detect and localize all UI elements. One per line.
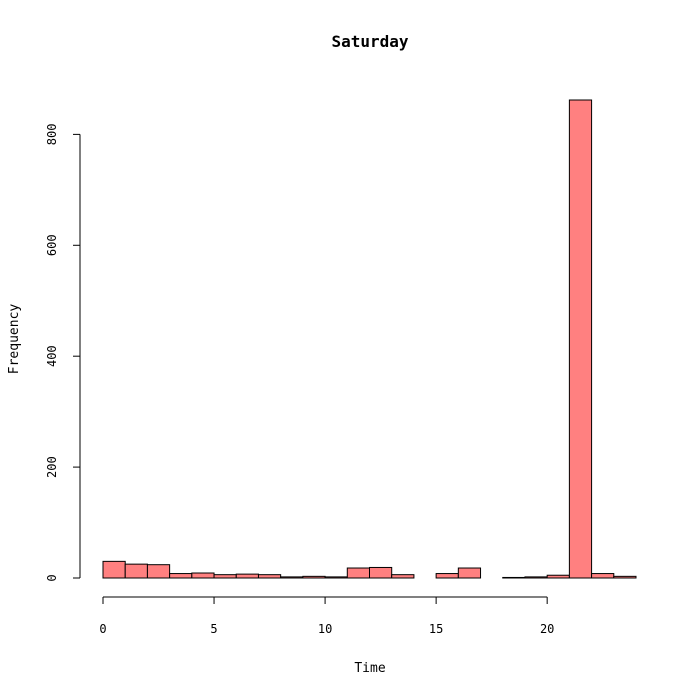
y-tick-label: 400 — [45, 345, 59, 367]
histogram-bar — [546, 574, 570, 579]
histogram-bar — [591, 573, 615, 579]
histogram-bar — [369, 566, 393, 579]
histogram-bar — [435, 573, 459, 579]
y-tick-label: 200 — [45, 456, 59, 478]
y-axis: 0 200 400 600 800 — [45, 124, 81, 582]
histogram-bar — [613, 575, 637, 579]
histogram-bar — [235, 573, 259, 579]
y-axis-label: Frequency — [7, 304, 22, 375]
y-tick-label: 800 — [45, 124, 59, 146]
chart-title: Saturday — [331, 32, 408, 51]
histogram-bar — [568, 99, 593, 579]
histogram-bar — [191, 572, 215, 579]
x-tick-label: 0 — [99, 622, 106, 636]
histogram-bar — [324, 576, 348, 579]
x-tick-label: 15 — [429, 622, 443, 636]
histogram-bar — [502, 576, 526, 579]
x-tick-label: 20 — [540, 622, 554, 636]
histogram-bar — [391, 574, 415, 579]
y-tick-label: 600 — [45, 234, 59, 256]
histogram-bar — [102, 560, 126, 579]
y-tick-label: 0 — [45, 574, 59, 581]
histogram-bar — [302, 575, 326, 579]
histogram-bar — [213, 574, 237, 579]
histogram-bar — [524, 576, 548, 579]
x-axis-label: Time — [354, 661, 385, 676]
histogram-bar — [280, 576, 304, 579]
bars-group — [102, 99, 637, 579]
x-tick-label: 10 — [318, 622, 332, 636]
x-tick-label: 5 — [210, 622, 217, 636]
histogram-bar — [257, 574, 282, 579]
x-axis: 0 5 10 15 20 — [99, 596, 554, 636]
histogram-bar — [124, 563, 148, 579]
histogram-bar — [169, 573, 193, 579]
histogram-bar — [146, 564, 171, 579]
histogram-bar — [457, 567, 482, 579]
histogram-bar — [346, 567, 371, 579]
